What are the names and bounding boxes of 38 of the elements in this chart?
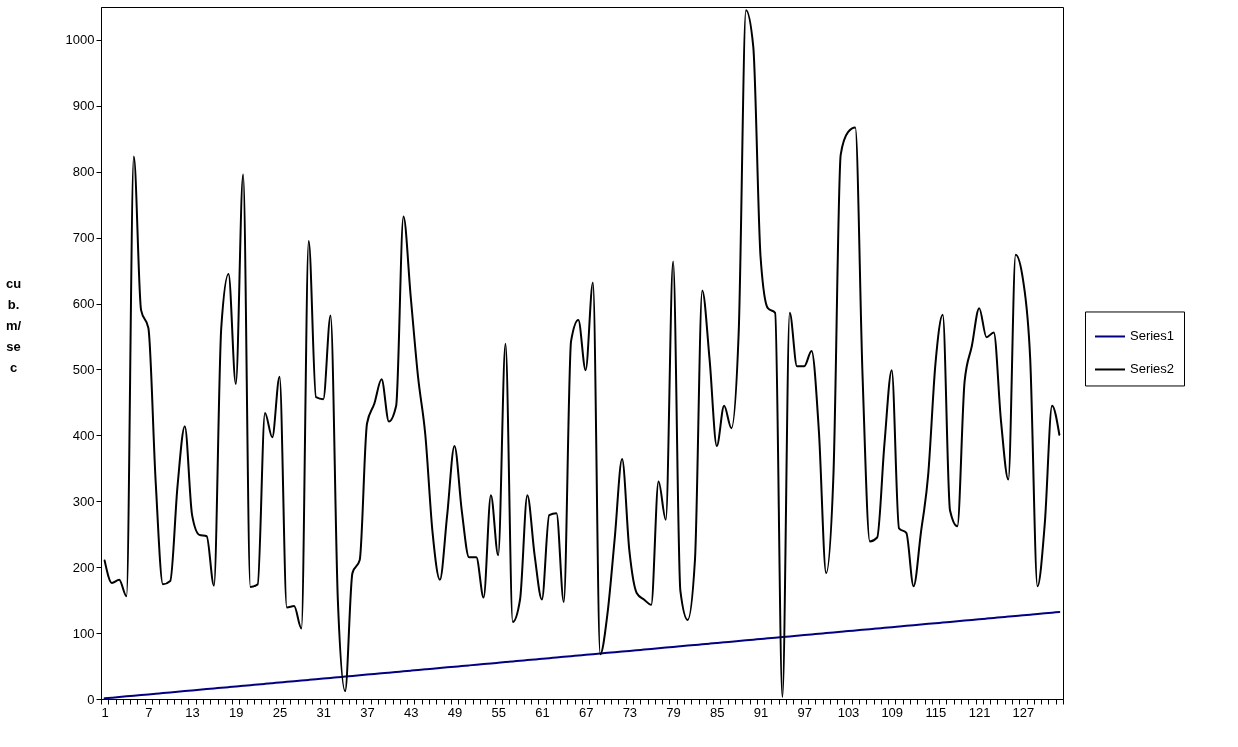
y-tick-label: 700	[72, 230, 95, 246]
x-tick-label: 19	[229, 704, 244, 720]
y-tick-label: 200	[72, 559, 95, 575]
x-tick-label: 79	[666, 704, 681, 720]
line-series	[103, 611, 1061, 700]
y-tick-label: 400	[72, 427, 95, 443]
x-tick-label: 115	[925, 704, 947, 720]
x-tick-label: 37	[360, 704, 375, 720]
x-tick-label: 7	[145, 704, 153, 720]
line-series	[103, 9, 1061, 699]
legend-label: Series1	[1130, 328, 1175, 344]
x-tick-label: 67	[578, 704, 594, 720]
x-tick-label: 121	[968, 704, 991, 720]
y-tick-label: 600	[72, 296, 95, 312]
x-tick-label: 43	[404, 704, 419, 720]
y-tick-label: 300	[72, 493, 95, 509]
x-tick-label: 31	[316, 704, 332, 720]
x-tick-label: 13	[185, 704, 200, 720]
y-tick-label: 800	[72, 164, 95, 180]
x-tick-label: 1	[101, 704, 109, 720]
y-tick-label: 900	[72, 98, 95, 114]
x-tick-label: 61	[535, 704, 550, 720]
legend-label: Series2	[1130, 361, 1175, 377]
x-tick-label: 85	[710, 704, 725, 720]
x-tick-label: 109	[881, 704, 904, 720]
y-tick-label: 100	[72, 625, 95, 641]
y-tick-label: 1000	[65, 32, 95, 48]
y-axis-title: cub. m/sec	[5, 276, 22, 376]
x-tick-label: 25	[272, 704, 288, 720]
x-tick-label: 127	[1012, 704, 1035, 720]
x-tick-label: 55	[491, 704, 506, 720]
x-tick-label: 91	[753, 704, 769, 720]
x-tick-label: 103	[837, 704, 860, 720]
x-tick-label: 97	[797, 704, 813, 720]
x-tick-label: 49	[447, 704, 463, 720]
y-tick-label: 500	[72, 361, 95, 377]
x-tick-label: 73	[622, 704, 638, 720]
y-tick-label: 0	[87, 691, 95, 707]
